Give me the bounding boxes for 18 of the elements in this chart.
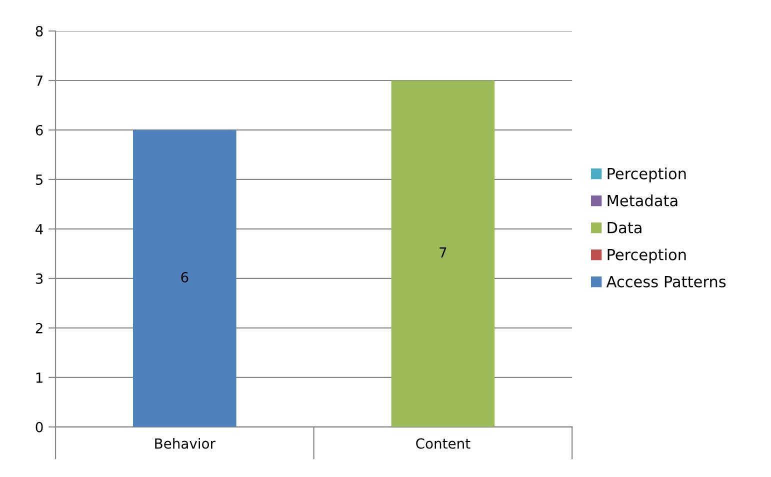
x-tick-label: Content: [416, 438, 470, 449]
y-tick-label: 3: [36, 273, 43, 284]
x-tick-label: Behavior: [155, 438, 216, 449]
y-tick-label: 8: [36, 26, 43, 36]
data-label: 7: [440, 247, 446, 258]
y-tick-label: 0: [36, 422, 43, 432]
legend-label: Perception: [608, 168, 686, 182]
y-tick-label: 1: [36, 372, 42, 383]
y-tick-label: 6: [36, 124, 43, 136]
y-tick-label: 4: [36, 224, 43, 234]
data-label: 6: [181, 272, 188, 282]
legend-label: Access Patterns: [606, 276, 726, 288]
y-tick-label: 2: [36, 322, 42, 334]
legend-label: Perception: [608, 248, 686, 264]
y-tick-label: 7: [36, 76, 43, 86]
legend-label: Data: [608, 222, 642, 234]
y-tick-label: 5: [36, 174, 42, 185]
legend-label: Metadata: [608, 194, 678, 206]
